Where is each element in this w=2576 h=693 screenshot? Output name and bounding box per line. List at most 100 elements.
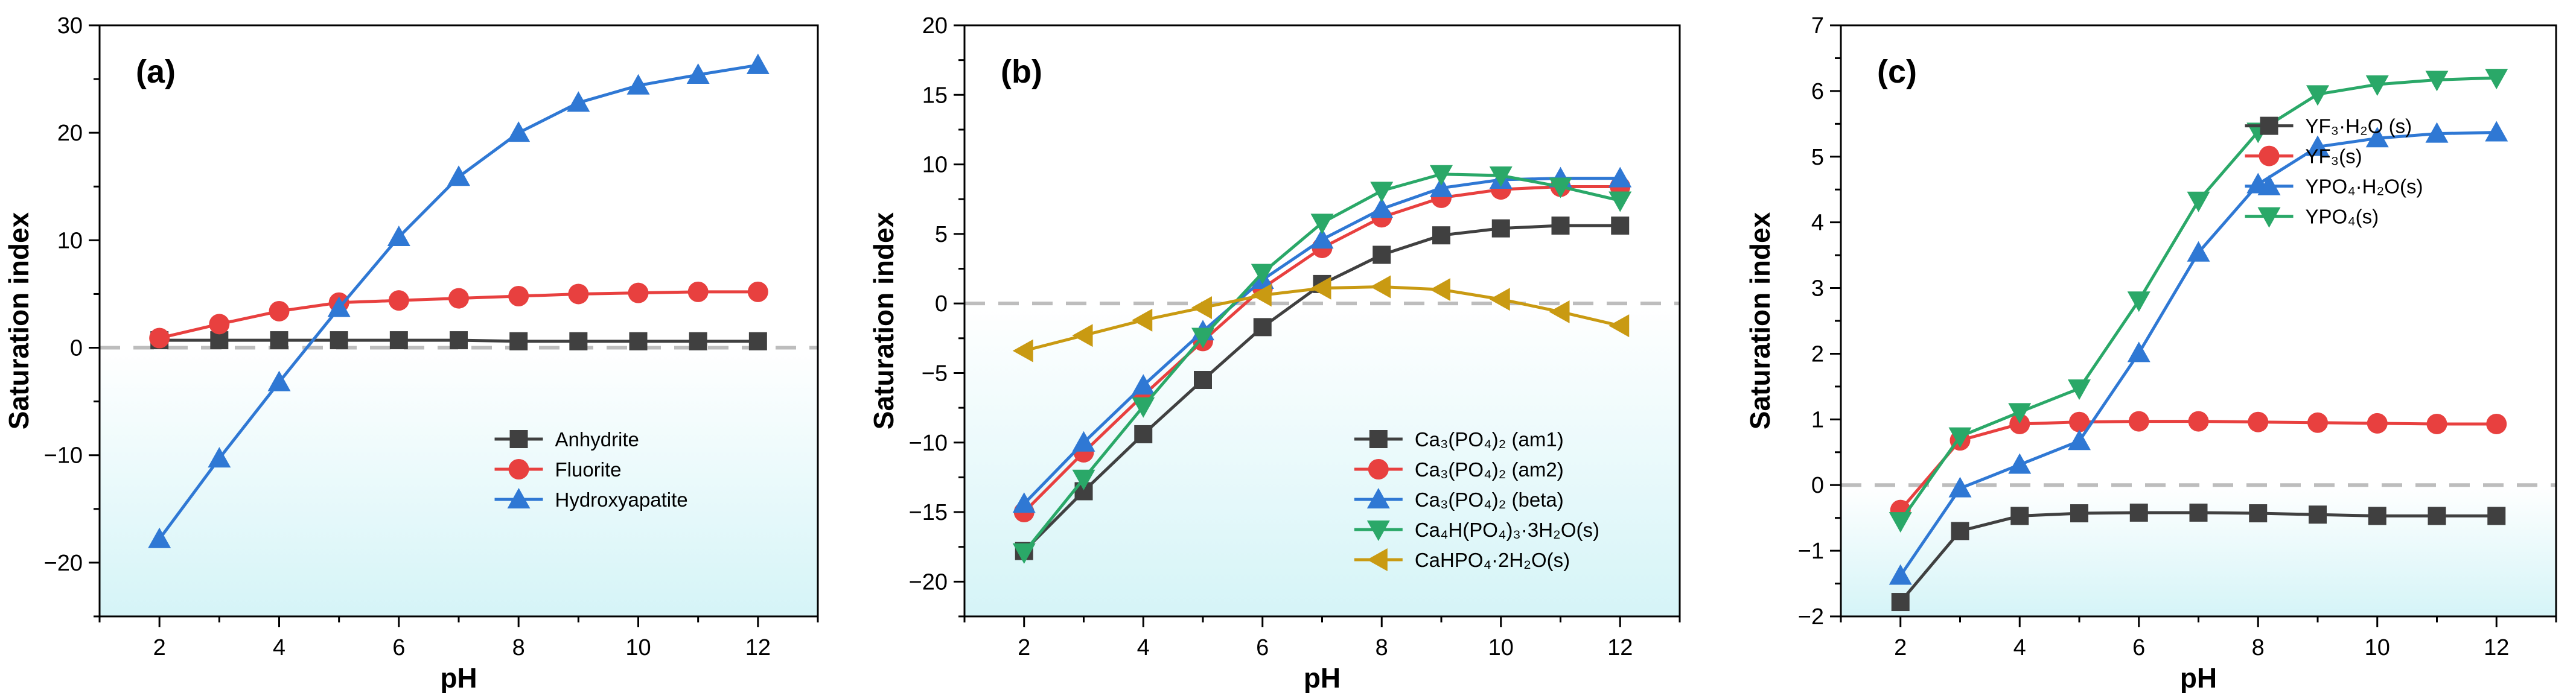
data-point — [2307, 412, 2328, 433]
data-point — [388, 290, 409, 311]
data-point — [2485, 69, 2508, 90]
x-tick-label: 8 — [512, 635, 525, 660]
data-point — [447, 165, 470, 186]
legend-entry: YF₃·H₂O (s) — [2245, 115, 2412, 138]
data-point — [2189, 503, 2208, 522]
x-tick-label: 4 — [273, 635, 285, 660]
x-tick-label: 6 — [2132, 635, 2145, 660]
data-point — [1132, 308, 1153, 332]
legend-entry: CaHPO₄·2H₂O(s) — [1354, 548, 1570, 571]
data-point — [389, 331, 408, 350]
legend-entry: Ca₄H(PO₄)₃·3H₂O(s) — [1354, 519, 1599, 541]
panel-label: (b) — [1001, 54, 1042, 90]
data-point — [148, 527, 171, 548]
legend-entry: Ca₃(PO₄)₂ (beta) — [1354, 488, 1564, 511]
legend-entry: Ca₃(PO₄)₂ (am2) — [1354, 458, 1564, 481]
y-tick-label: 5 — [1811, 145, 1824, 170]
legend-label: Anhydrite — [555, 428, 639, 451]
data-point — [327, 296, 351, 317]
x-tick-label: 2 — [153, 635, 166, 660]
data-point — [687, 281, 709, 302]
legend-marker — [508, 459, 529, 479]
data-point — [1608, 166, 1632, 188]
data-point — [1489, 166, 1513, 188]
data-point — [1134, 425, 1153, 443]
data-point — [208, 447, 231, 468]
legend-entry: YPO₄·H₂O(s) — [2245, 174, 2423, 198]
data-point — [2368, 507, 2386, 525]
data-point — [1012, 543, 1036, 564]
y-tick-label: −15 — [909, 500, 948, 525]
legend-entry: YPO₄(s) — [2245, 206, 2379, 228]
y-axis-title: Saturation index — [868, 212, 899, 429]
data-point — [1310, 276, 1331, 300]
y-tick-label: −10 — [44, 443, 83, 469]
legend-label: CaHPO₄·2H₂O(s) — [1415, 549, 1570, 571]
legend-label: Ca₃(PO₄)₂ (am1) — [1415, 428, 1564, 451]
data-point — [689, 332, 707, 350]
data-point — [1889, 564, 1912, 585]
legend-entry: YF₃(s) — [2245, 145, 2362, 168]
data-point — [2068, 379, 2091, 400]
data-point — [1551, 217, 1570, 235]
y-tick-label: 7 — [1811, 13, 1824, 39]
data-point — [1132, 397, 1155, 418]
data-point — [1194, 371, 1212, 389]
data-point — [628, 282, 649, 303]
series-4 — [1889, 69, 2508, 533]
data-point — [2425, 71, 2449, 92]
y-axis: −20 −10 0 10 20 30 Saturation index — [3, 13, 100, 618]
data-point — [269, 300, 290, 321]
legend-marker — [2259, 145, 2280, 166]
data-point — [2188, 411, 2209, 432]
y-tick-label: 0 — [70, 336, 83, 361]
y-tick-label: 2 — [1811, 341, 1824, 367]
series-1 — [1891, 503, 2506, 612]
x-axis: 2 4 6 8 10 12 pH — [963, 616, 1681, 693]
y-tick-label: 0 — [1811, 473, 1824, 498]
data-point — [1072, 431, 1095, 452]
data-point — [1012, 339, 1033, 362]
data-point — [1608, 314, 1630, 338]
legend-label: YF₃·H₂O (s) — [2306, 115, 2412, 138]
data-point — [149, 328, 170, 349]
data-point — [1430, 278, 1450, 302]
data-point — [1370, 275, 1391, 299]
x-tick-label: 4 — [2013, 635, 2026, 660]
y-axis: −20 −15 −10 −5 0 5 10 15 20 Saturation index — [868, 13, 964, 618]
legend-marker — [1368, 459, 1389, 479]
legend-marker — [2257, 174, 2281, 195]
data-point — [1072, 324, 1093, 347]
legend-marker — [509, 430, 528, 448]
data-point — [1251, 283, 1272, 307]
data-point — [2486, 413, 2507, 434]
data-point — [2485, 121, 2508, 142]
data-point — [2487, 507, 2506, 525]
data-point — [448, 288, 469, 309]
y-tick-label: 4 — [1811, 210, 1824, 236]
y-tick-label: 30 — [57, 13, 83, 39]
data-point — [2008, 453, 2032, 474]
legend-label: Hydroxyapatite — [555, 489, 688, 511]
y-axis-title: Saturation index — [3, 212, 34, 429]
data-point — [2306, 85, 2329, 106]
data-point — [1608, 191, 1632, 212]
legend: Ca₃(PO₄)₂ (am1) Ca₃(PO₄)₂ (am2) Ca₃(PO₄)₂ … — [1354, 428, 1599, 571]
legend-marker — [1366, 548, 1388, 571]
x-axis-title: pH — [2180, 662, 2217, 693]
legend-label: Ca₃(PO₄)₂ (beta) — [1415, 489, 1564, 511]
data-point — [747, 281, 768, 302]
data-point — [567, 91, 590, 112]
x-tick-label: 4 — [1137, 635, 1150, 660]
data-point — [1948, 476, 1972, 498]
data-point — [1891, 593, 1910, 612]
legend-marker — [507, 488, 531, 508]
data-point — [270, 331, 289, 350]
data-point — [2069, 411, 2090, 432]
data-point — [1012, 492, 1036, 513]
data-point — [2426, 413, 2447, 434]
series-3 — [148, 53, 770, 548]
data-point — [1370, 197, 1394, 218]
